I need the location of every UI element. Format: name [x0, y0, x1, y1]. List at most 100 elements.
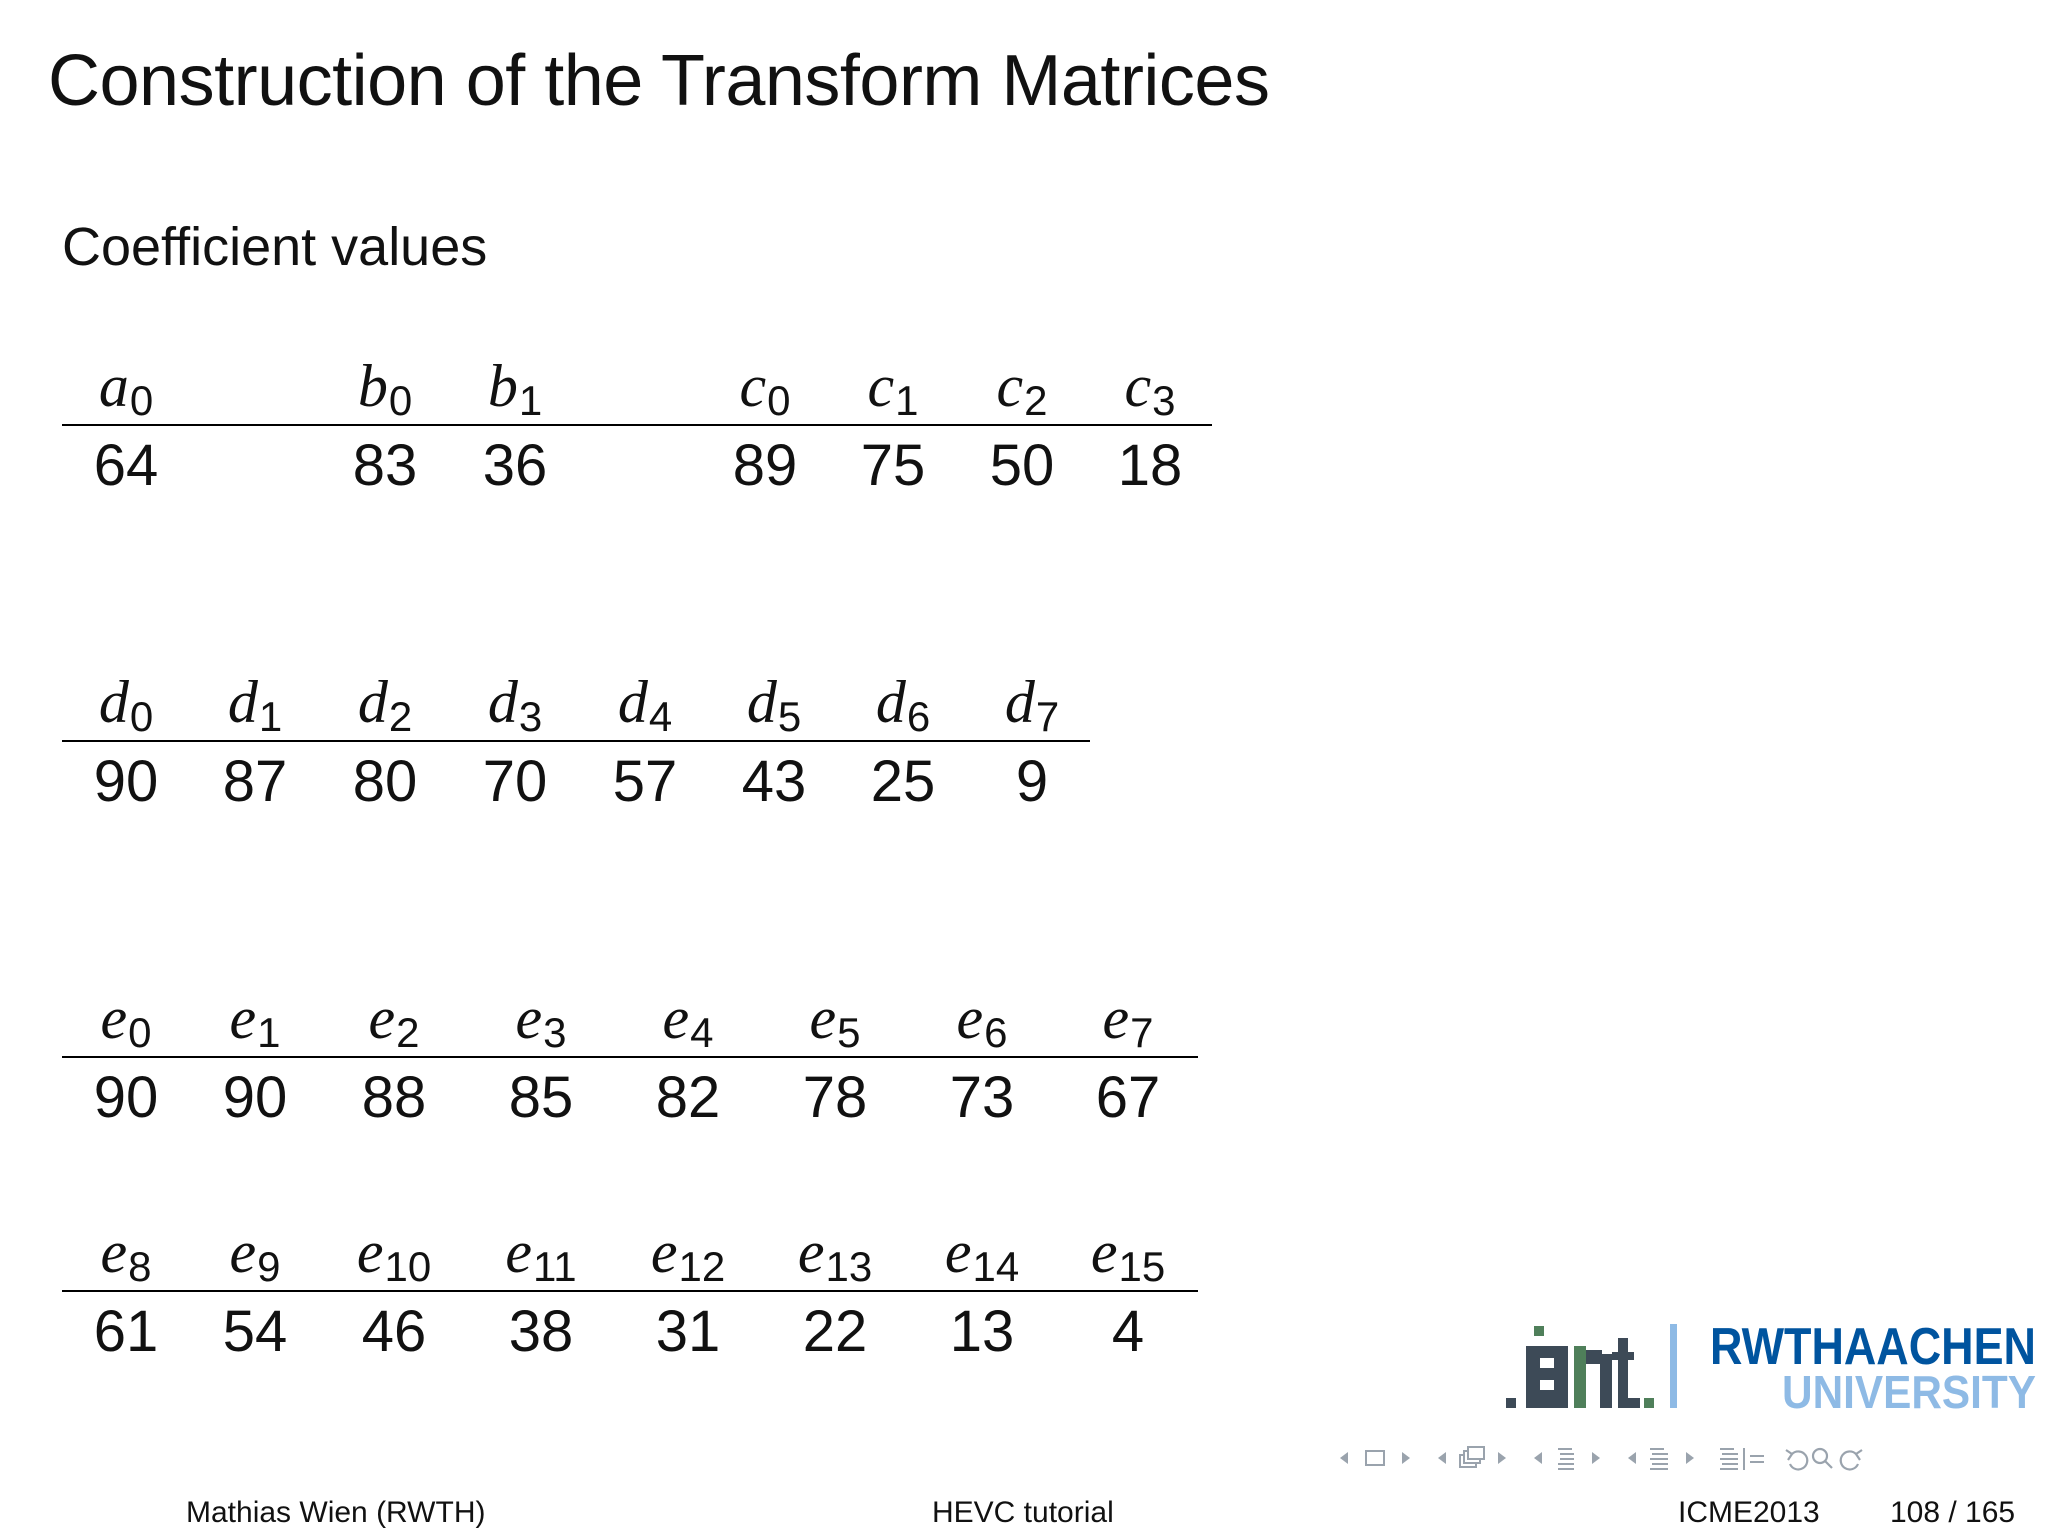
coefficient-value: 4	[1111, 1299, 1145, 1364]
coefficient-letter: e	[368, 985, 396, 1051]
table-header-row: d0 d1 d2 d3 d4 d5 d6 d7	[62, 664, 1090, 740]
coefficient-table-d: d0 d1 d2 d3 d4 d5 d6 d7 90 87 80 70 57 43 25 9	[62, 664, 1090, 818]
coefficient-letter: d	[875, 669, 906, 735]
coefficient-symbol: d5	[747, 668, 801, 741]
table-header-row: e0 e1 e2 e3 e4 e5 e6 e7	[62, 980, 1198, 1056]
slide-title: Construction of the Transform Matrices	[48, 41, 1270, 121]
slides-icon[interactable]	[1459, 1446, 1485, 1468]
coefficient-letter: d	[227, 669, 258, 735]
table-value-row: 90 87 80 70 57 43 25 9	[62, 742, 1090, 818]
coefficient-letter: e	[1090, 1219, 1118, 1285]
coefficient-letter: b	[357, 353, 388, 419]
coefficient-letter: e	[797, 1219, 825, 1285]
coefficient-index: 10	[384, 1243, 432, 1290]
coefficient-index: 4	[690, 1009, 714, 1056]
next-subsection-icon[interactable]	[1592, 1452, 1600, 1464]
coefficient-symbol: d4	[618, 668, 672, 741]
search-icon[interactable]	[1811, 1447, 1833, 1469]
footer-page-number: 108 / 165	[1890, 1496, 2016, 1529]
coefficient-table-e-high: e8 e9 e10 e11 e12 e13 e14 e15 61 54 46 38 31 22 13 4	[62, 1214, 1198, 1368]
next-frame-icon[interactable]	[1402, 1452, 1410, 1464]
table-value-row: 64 83 36 89 75 50 18	[62, 426, 1212, 502]
coefficient-value: 89	[732, 433, 798, 498]
forward-icon[interactable]	[1839, 1449, 1863, 1471]
coefficient-value: 87	[222, 749, 288, 814]
coefficient-index: 6	[984, 1009, 1008, 1056]
coefficient-symbol: d0	[99, 668, 153, 741]
coefficient-value: 90	[93, 1065, 159, 1130]
coefficient-symbol: d6	[876, 668, 930, 741]
prev-section-icon[interactable]	[1628, 1452, 1636, 1464]
coefficient-index: 12	[678, 1243, 726, 1290]
coefficient-letter: e	[662, 985, 690, 1051]
coefficient-index: 5	[777, 693, 802, 740]
frame-icon[interactable]	[1365, 1450, 1385, 1466]
coefficient-table-abc: a0 b0 b1 c0 c1 c2 c3 64 83 36 89 75 50 18	[62, 348, 1212, 502]
coefficient-index: 3	[518, 693, 543, 740]
coefficient-letter: e	[956, 985, 984, 1051]
coefficient-letter: e	[809, 985, 837, 1051]
table-header-row: a0 b0 b1 c0 c1 c2 c3	[62, 348, 1212, 424]
coefficient-value: 18	[1117, 433, 1183, 498]
coefficient-letter: e	[1102, 985, 1130, 1051]
coefficient-index: 1	[895, 377, 919, 424]
coefficient-letter: c	[996, 353, 1024, 419]
table-rule	[62, 1056, 1198, 1058]
table-rule	[62, 424, 1212, 426]
coefficient-letter: d	[617, 669, 648, 735]
coefficient-symbol: e12	[651, 1218, 725, 1291]
coefficient-value: 31	[655, 1299, 721, 1364]
coefficient-letter: e	[505, 1219, 533, 1285]
coefficient-value: 83	[352, 433, 418, 498]
coefficient-letter: d	[746, 669, 777, 735]
coefficient-index: 13	[825, 1243, 873, 1290]
coefficient-value: 64	[93, 433, 159, 498]
coefficient-letter: d	[1004, 669, 1035, 735]
coefficient-index: 2	[396, 1009, 420, 1056]
coefficient-symbol: d1	[228, 668, 282, 741]
coefficient-value: 90	[222, 1065, 288, 1130]
coefficient-table-e-low: e0 e1 e2 e3 e4 e5 e6 e7 90 90 88 85 82 78 73 67	[62, 980, 1198, 1134]
coefficient-symbol: e8	[101, 1218, 152, 1291]
table-header-row: e8 e9 e10 e11 e12 e13 e14 e15	[62, 1214, 1198, 1290]
coefficient-symbol: e5	[810, 984, 861, 1057]
coefficient-symbol: e13	[798, 1218, 872, 1291]
coefficient-index: 0	[388, 377, 413, 424]
coefficient-value: 50	[989, 433, 1055, 498]
coefficient-symbol: e14	[945, 1218, 1019, 1291]
coefficient-value: 78	[802, 1065, 868, 1130]
coefficient-symbol: e3	[516, 984, 567, 1057]
coefficient-letter: c	[867, 353, 895, 419]
coefficient-value: 46	[361, 1299, 427, 1364]
coefficient-letter: e	[944, 1219, 972, 1285]
next-section-icon[interactable]	[1686, 1452, 1694, 1464]
university-name-line1: RWTHAACHEN	[1710, 1318, 2036, 1376]
coefficient-value: 70	[482, 749, 548, 814]
coefficient-value: 85	[508, 1065, 574, 1130]
coefficient-symbol: e0	[101, 984, 152, 1057]
coefficient-symbol: b1	[488, 352, 542, 425]
coefficient-index: 0	[129, 693, 154, 740]
coefficient-index: 14	[972, 1243, 1020, 1290]
prev-slide-icon[interactable]	[1438, 1452, 1446, 1464]
prev-subsection-icon[interactable]	[1534, 1452, 1542, 1464]
university-name-line2: UNIVERSITY	[1782, 1366, 2036, 1418]
coefficient-symbol: e7	[1103, 984, 1154, 1057]
coefficient-index: 0	[128, 1009, 152, 1056]
coefficient-symbol: e15	[1091, 1218, 1165, 1291]
coefficient-symbol: e1	[230, 984, 281, 1057]
coefficient-letter: c	[1124, 353, 1152, 419]
coefficient-index: 9	[257, 1243, 281, 1290]
subsection-icon[interactable]	[1558, 1448, 1574, 1470]
coefficient-index: 7	[1130, 1009, 1154, 1056]
prev-frame-icon[interactable]	[1340, 1452, 1348, 1464]
footer-event: ICME2013	[1678, 1496, 1820, 1529]
section-icon[interactable]	[1650, 1448, 1668, 1470]
back-icon[interactable]	[1785, 1449, 1809, 1471]
toc-icon[interactable]	[1720, 1448, 1764, 1470]
coefficient-letter: e	[229, 985, 257, 1051]
coefficient-index: 11	[533, 1243, 577, 1290]
next-slide-icon[interactable]	[1498, 1452, 1506, 1464]
coefficient-symbol: e11	[505, 1218, 576, 1291]
coefficient-value: 57	[612, 749, 678, 814]
